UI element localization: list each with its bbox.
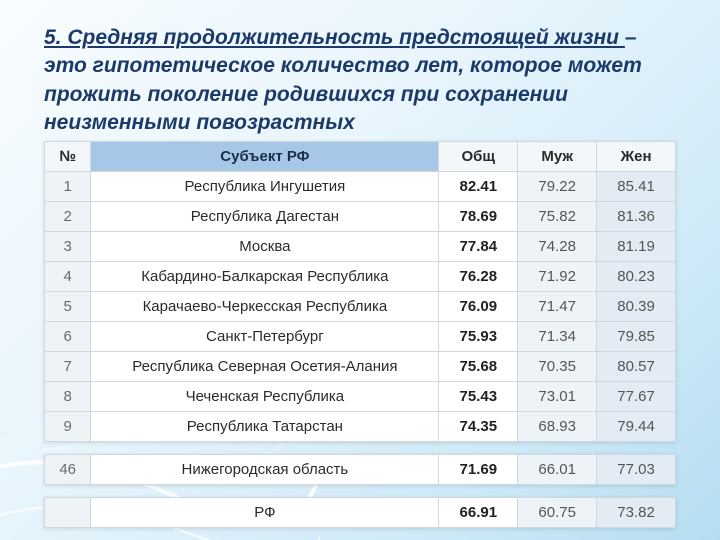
cell-total: 71.69: [439, 455, 518, 485]
table-row: 1Республика Ингушетия82.4179.2285.41: [45, 172, 676, 202]
table-row: 4Кабардино-Балкарская Республика76.2871.…: [45, 262, 676, 292]
table-row: 9Республика Татарстан74.3568.9379.44: [45, 412, 676, 442]
cell-subject: Чеченская Республика: [91, 382, 439, 412]
cell-subject: Кабардино-Балкарская Республика: [91, 262, 439, 292]
cell-num: 46: [45, 455, 91, 485]
cell-subject: Республика Ингушетия: [91, 172, 439, 202]
col-total: Общ: [439, 142, 518, 172]
cell-male: 73.01: [518, 382, 597, 412]
col-male: Муж: [518, 142, 597, 172]
main-table-wrap: № Субъект РФ Общ Муж Жен 1Республика Инг…: [44, 141, 676, 442]
cell-female: 80.23: [597, 262, 676, 292]
cell-num: 1: [45, 172, 91, 202]
cell-subject: Москва: [91, 232, 439, 262]
cell-num: 4: [45, 262, 91, 292]
cell-male: 74.28: [518, 232, 597, 262]
highlight-table-wrap: 46 Нижегородская область 71.69 66.01 77.…: [44, 454, 676, 485]
col-num: №: [45, 142, 91, 172]
cell-male: 60.75: [518, 498, 597, 528]
cell-female: 79.85: [597, 322, 676, 352]
cell-female: 81.19: [597, 232, 676, 262]
definition-text: 5. Средняя продолжительность предстоящей…: [44, 24, 676, 137]
cell-male: 68.93: [518, 412, 597, 442]
cell-num: 2: [45, 202, 91, 232]
cell-female: 80.57: [597, 352, 676, 382]
cell-female: 73.82: [597, 498, 676, 528]
table-row: 46 Нижегородская область 71.69 66.01 77.…: [45, 455, 676, 485]
cell-total: 82.41: [439, 172, 518, 202]
cell-subject: Нижегородская область: [91, 455, 439, 485]
table-row: РФ 66.91 60.75 73.82: [45, 498, 676, 528]
cell-subject: Санкт-Петербург: [91, 322, 439, 352]
cell-num: 9: [45, 412, 91, 442]
life-expectancy-table: № Субъект РФ Общ Муж Жен 1Республика Инг…: [44, 141, 676, 442]
cell-total: 75.43: [439, 382, 518, 412]
cell-total: 66.91: [439, 498, 518, 528]
cell-num: 3: [45, 232, 91, 262]
highlight-table: 46 Нижегородская область 71.69 66.01 77.…: [44, 454, 676, 485]
cell-female: 77.67: [597, 382, 676, 412]
cell-male: 71.34: [518, 322, 597, 352]
cell-female: 77.03: [597, 455, 676, 485]
cell-male: 66.01: [518, 455, 597, 485]
table-row: 8Чеченская Республика75.4373.0177.67: [45, 382, 676, 412]
cell-subject: Республика Северная Осетия-Алания: [91, 352, 439, 382]
table-row: 2Республика Дагестан78.6975.8281.36: [45, 202, 676, 232]
cell-num: 6: [45, 322, 91, 352]
term-underline: 5. Средняя продолжительность предстоящей…: [44, 26, 625, 49]
table-header-row: № Субъект РФ Общ Муж Жен: [45, 142, 676, 172]
rf-table: РФ 66.91 60.75 73.82: [44, 497, 676, 528]
table-row: 7Республика Северная Осетия-Алания75.687…: [45, 352, 676, 382]
col-female: Жен: [597, 142, 676, 172]
cell-num: 5: [45, 292, 91, 322]
cell-subject: Карачаево-Черкесская Республика: [91, 292, 439, 322]
table-row: 3Москва77.8474.2881.19: [45, 232, 676, 262]
cell-female: 80.39: [597, 292, 676, 322]
cell-male: 75.82: [518, 202, 597, 232]
cell-total: 77.84: [439, 232, 518, 262]
cell-num: 8: [45, 382, 91, 412]
cell-total: 75.93: [439, 322, 518, 352]
cell-total: 75.68: [439, 352, 518, 382]
cell-subject: РФ: [91, 498, 439, 528]
cell-subject: Республика Татарстан: [91, 412, 439, 442]
cell-male: 70.35: [518, 352, 597, 382]
cell-total: 78.69: [439, 202, 518, 232]
rf-table-wrap: РФ 66.91 60.75 73.82: [44, 497, 676, 528]
cell-total: 76.28: [439, 262, 518, 292]
cell-subject: Республика Дагестан: [91, 202, 439, 232]
cell-female: 79.44: [597, 412, 676, 442]
cell-total: 74.35: [439, 412, 518, 442]
cell-male: 71.47: [518, 292, 597, 322]
cell-female: 81.36: [597, 202, 676, 232]
cell-num: [45, 498, 91, 528]
cell-female: 85.41: [597, 172, 676, 202]
cell-total: 76.09: [439, 292, 518, 322]
cell-num: 7: [45, 352, 91, 382]
table-row: 5Карачаево-Черкесская Республика76.0971.…: [45, 292, 676, 322]
col-subject: Субъект РФ: [91, 142, 439, 172]
cell-male: 71.92: [518, 262, 597, 292]
cell-male: 79.22: [518, 172, 597, 202]
table-row: 6Санкт-Петербург75.9371.3479.85: [45, 322, 676, 352]
